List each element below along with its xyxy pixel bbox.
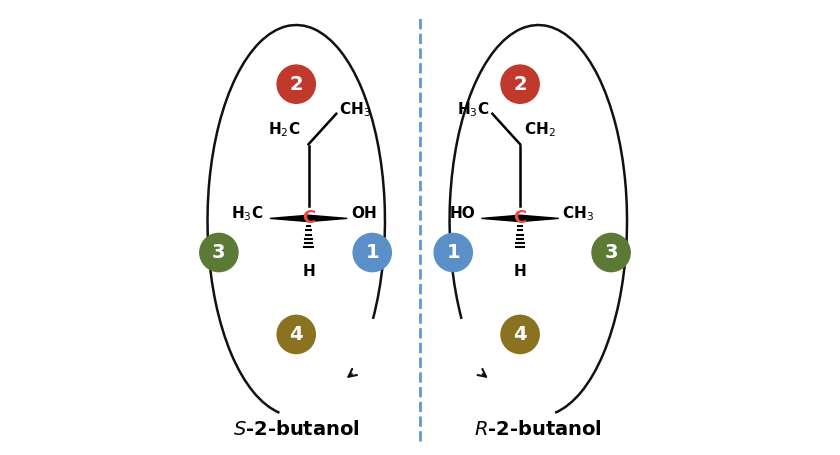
Polygon shape	[270, 215, 308, 222]
Text: H$_2$C: H$_2$C	[269, 120, 301, 139]
Text: 4: 4	[290, 325, 303, 344]
Text: H: H	[514, 264, 527, 279]
Text: C: C	[513, 209, 527, 228]
Text: CH$_3$: CH$_3$	[339, 101, 371, 120]
Text: 3: 3	[213, 243, 226, 262]
Circle shape	[277, 65, 315, 103]
Text: 1: 1	[365, 243, 379, 262]
Text: 1: 1	[446, 243, 460, 262]
Text: CH$_2$: CH$_2$	[524, 120, 555, 139]
Text: CH$_3$: CH$_3$	[563, 204, 595, 223]
Polygon shape	[481, 215, 520, 222]
Text: 4: 4	[513, 325, 527, 344]
Circle shape	[200, 233, 238, 272]
Polygon shape	[308, 215, 347, 222]
Circle shape	[501, 65, 539, 103]
Text: 3: 3	[604, 243, 618, 262]
Text: 2: 2	[513, 75, 527, 94]
Text: $\mathit{R}$-2-butanol: $\mathit{R}$-2-butanol	[475, 420, 602, 440]
Text: H$_3$C: H$_3$C	[231, 204, 263, 223]
Circle shape	[501, 315, 539, 354]
Circle shape	[277, 315, 315, 354]
Text: 2: 2	[290, 75, 303, 94]
Text: H: H	[302, 264, 315, 279]
Circle shape	[434, 233, 472, 272]
Text: HO: HO	[449, 207, 475, 221]
Text: H$_3$C: H$_3$C	[457, 101, 489, 120]
Text: $\mathit{S}$-2-butanol: $\mathit{S}$-2-butanol	[233, 420, 360, 440]
Circle shape	[592, 233, 630, 272]
Circle shape	[353, 233, 391, 272]
Text: OH: OH	[351, 207, 376, 221]
Polygon shape	[520, 215, 559, 222]
Text: C: C	[302, 209, 315, 228]
